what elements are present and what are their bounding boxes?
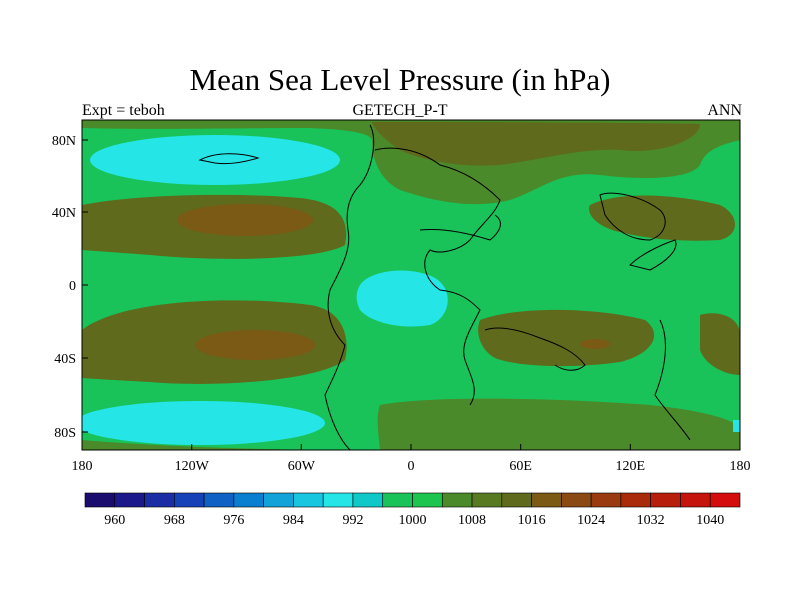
y-tick-label: 80N	[52, 134, 76, 149]
colorbar-label: 1040	[696, 513, 724, 528]
eastern-coast	[654, 319, 691, 441]
east-low-fragment	[733, 420, 740, 432]
southern-ocean-high	[377, 398, 740, 450]
colorbar-label: 1000	[399, 513, 427, 528]
asia-high-ring	[589, 195, 735, 241]
asian-island-outline	[599, 192, 666, 241]
colorbar-label: 1016	[518, 513, 546, 528]
y-tick-label: 40S	[54, 352, 76, 367]
antarctic-high-west	[82, 440, 350, 450]
dataset-label: GETECH_P-T	[352, 102, 448, 119]
y-tick-label: 80S	[54, 426, 76, 441]
continent-interior-coast	[374, 147, 501, 406]
colorbar-swatch	[650, 492, 681, 508]
x-tick-label: 180	[730, 459, 751, 474]
colorbar-swatch	[352, 492, 384, 508]
colorbar-swatch	[680, 492, 711, 508]
colorbar-swatch	[531, 492, 562, 508]
colorbar-labels: 960 968 976 984 992 1000 1008 1016 1024 1032 1040	[104, 513, 724, 528]
tethys-coast	[419, 214, 501, 241]
south-pacific-high-core	[195, 330, 315, 360]
colorbar-swatch	[412, 492, 443, 508]
colorbar-swatch	[590, 492, 622, 508]
colorbar-swatch	[501, 492, 532, 508]
colorbar-label: 984	[283, 513, 304, 528]
x-tick-label: 120W	[175, 459, 210, 474]
arctic-island-outline	[198, 153, 260, 165]
colorbar-label: 976	[223, 513, 244, 528]
colorbar-label: 1024	[577, 513, 605, 528]
colorbar-swatch	[620, 492, 651, 508]
eurasia-high-core	[372, 122, 700, 166]
tick-marks	[81, 139, 741, 450]
colorbar-swatch	[561, 492, 592, 508]
y-tick-label: 0	[69, 279, 76, 294]
colorbar-swatch	[114, 492, 145, 508]
colorbar-label: 968	[164, 513, 185, 528]
east-island-outline	[629, 239, 677, 271]
map-title: Mean Sea Level Pressure (in hPa)	[189, 62, 611, 97]
colorbar-label: 1008	[458, 513, 486, 528]
colorbar-swatch	[709, 492, 741, 508]
south-atlantic-low	[356, 270, 448, 327]
colorbar-label: 960	[104, 513, 125, 528]
colorbar-swatch	[84, 492, 116, 508]
southern-low-belt	[82, 401, 325, 445]
colorbar-swatch	[441, 492, 473, 508]
colorbar-swatch	[144, 492, 175, 508]
indian-ocean-high-core	[580, 339, 610, 349]
aleutian-low	[90, 135, 340, 185]
x-axis-labels: 180 120W 60W 0 60E 120E 180	[72, 459, 751, 474]
experiment-label: Expt = teboh	[82, 102, 165, 119]
colorbar-swatch	[174, 492, 205, 508]
colorbar-swatch	[293, 492, 324, 508]
x-tick-label: 0	[408, 459, 415, 474]
y-axis-labels: 80N 40N 0 40S 80S	[52, 134, 76, 441]
y-tick-label: 40N	[52, 206, 76, 221]
coastlines	[198, 124, 691, 450]
x-tick-label: 60E	[509, 459, 532, 474]
colorbar-swatch	[382, 492, 413, 508]
north-pacific-high-core	[177, 204, 313, 236]
colorbar-swatch	[322, 492, 354, 508]
continent-west-coast	[324, 124, 375, 450]
pressure-field	[82, 120, 740, 450]
colorbar-swatch	[263, 492, 294, 508]
southern-landmass-coast	[484, 327, 586, 371]
indian-ocean-high	[478, 309, 655, 367]
x-tick-label: 120E	[616, 459, 646, 474]
colorbar-swatch	[203, 492, 235, 508]
south-pacific-east-high	[700, 313, 740, 375]
colorbar-label: 992	[342, 513, 363, 528]
colorbar-swatch	[233, 492, 264, 508]
colorbar-label: 1032	[637, 513, 665, 528]
colorbar-swatch	[471, 492, 503, 508]
period-label: ANN	[707, 102, 742, 119]
x-tick-label: 60W	[288, 459, 316, 474]
colorbar	[84, 492, 741, 508]
x-tick-label: 180	[72, 459, 93, 474]
